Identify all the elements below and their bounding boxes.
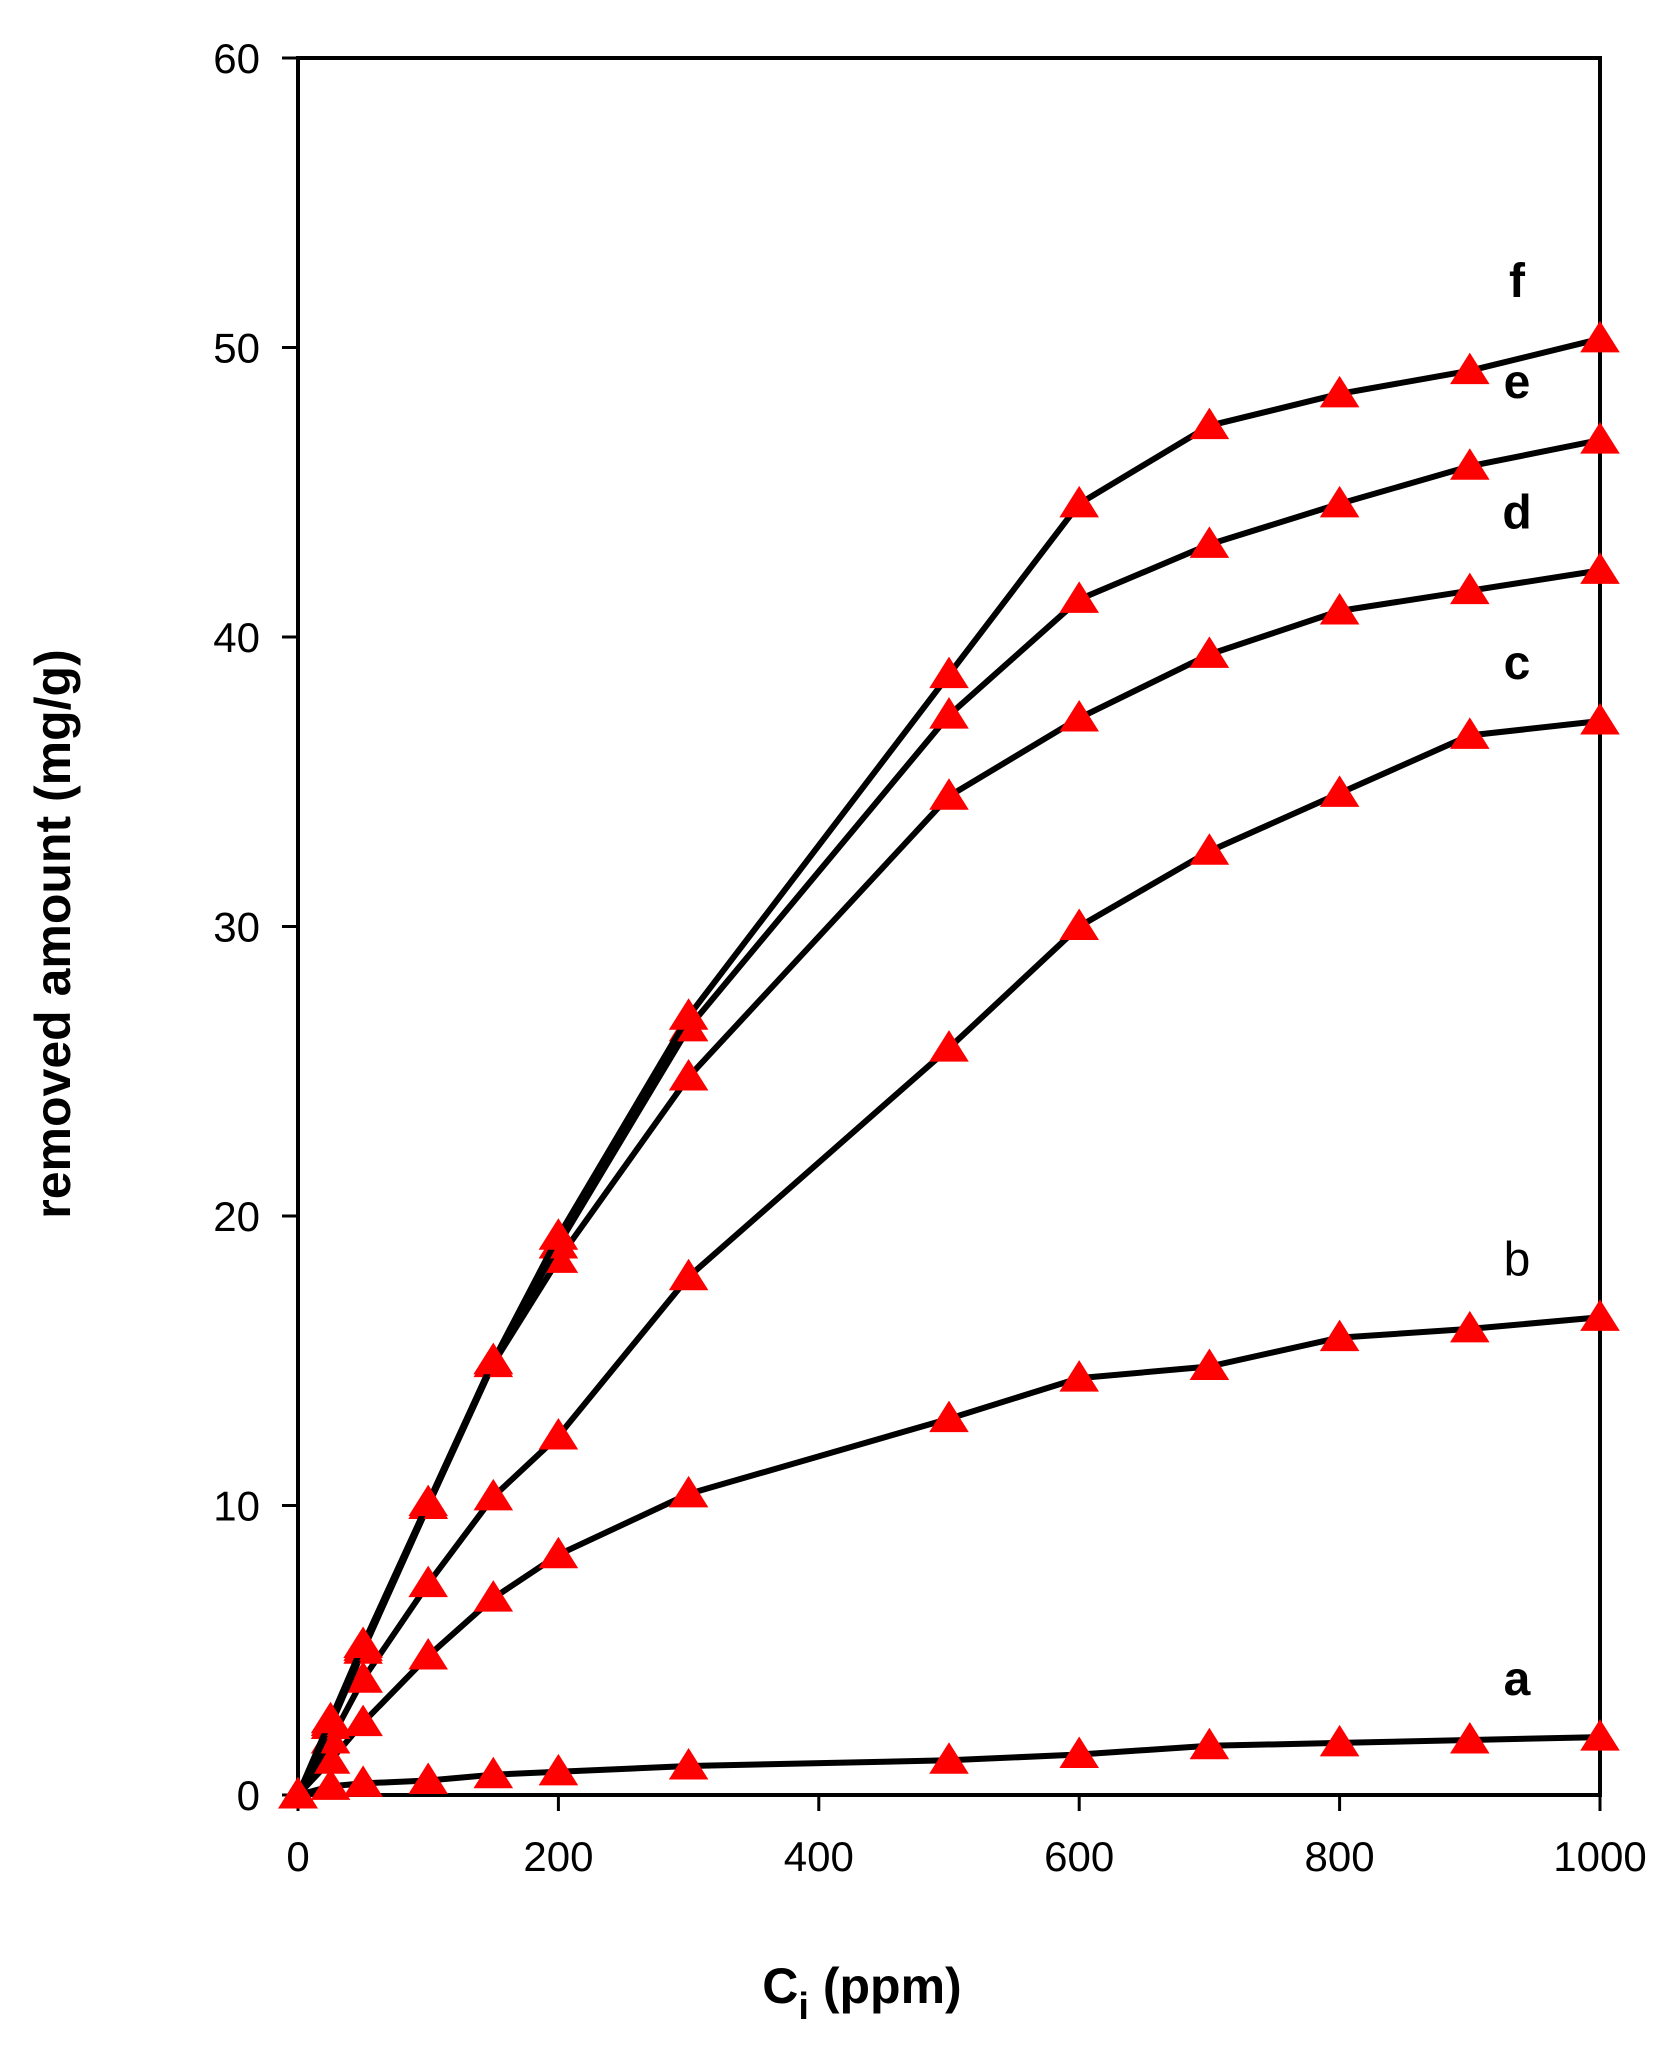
plot-frame xyxy=(296,56,1602,1797)
data-point xyxy=(1319,375,1360,408)
data-point xyxy=(473,1580,514,1612)
data-point xyxy=(1319,485,1360,518)
data-point xyxy=(1319,592,1360,625)
x-tick-label: 1000 xyxy=(1553,1833,1646,1880)
x-axis-title: Ci (ppm) xyxy=(762,1958,961,2028)
series-label-d: d xyxy=(1502,486,1531,539)
series-label-b: b xyxy=(1504,1233,1531,1286)
x-tick-label: 800 xyxy=(1305,1833,1375,1880)
y-tick-label: 10 xyxy=(213,1483,260,1530)
data-point xyxy=(1189,526,1230,558)
data-point xyxy=(1189,1727,1230,1760)
data-point xyxy=(408,1565,448,1598)
axes: 0 200 400 600 800 1000 0 10 20 30 40 50 60 xyxy=(213,35,1646,1880)
data-point xyxy=(538,1536,579,1569)
data-point xyxy=(1580,702,1620,735)
data-point xyxy=(343,1704,383,1737)
data-point xyxy=(929,1742,969,1774)
data-point xyxy=(1319,1724,1360,1757)
series-label-c: c xyxy=(1504,637,1531,690)
data-point xyxy=(310,1768,351,1800)
data-point xyxy=(1450,717,1490,749)
data-point xyxy=(1189,407,1230,440)
data-point xyxy=(538,1418,579,1450)
data-point xyxy=(1580,552,1620,584)
data-point xyxy=(1450,572,1490,605)
data-point xyxy=(1059,1360,1099,1392)
series-e xyxy=(278,422,1620,1809)
data-point xyxy=(473,1342,514,1375)
data-point xyxy=(929,656,969,689)
series-group xyxy=(278,320,1620,1809)
data-point xyxy=(668,998,709,1030)
x-axis-title-main: C xyxy=(762,1958,798,2014)
data-point xyxy=(1450,352,1490,385)
data-point xyxy=(1189,833,1230,865)
data-point xyxy=(408,1638,448,1670)
data-point xyxy=(310,1742,351,1774)
data-point xyxy=(668,1258,709,1291)
y-tick-label: 20 xyxy=(213,1193,260,1240)
data-point xyxy=(1319,1319,1360,1352)
x-tick-label: 400 xyxy=(784,1833,854,1880)
data-point xyxy=(929,778,969,810)
data-point xyxy=(1319,775,1360,807)
data-point xyxy=(929,697,969,729)
data-point xyxy=(343,1661,383,1693)
series-label-a: a xyxy=(1504,1653,1531,1706)
y-tick-label: 50 xyxy=(213,325,260,372)
data-point xyxy=(668,1475,709,1508)
data-point xyxy=(473,1478,514,1511)
series-a xyxy=(278,1719,1620,1809)
series-labels: a b c d ef xyxy=(1502,255,1531,1706)
series-label-e: e xyxy=(1504,356,1531,409)
series-f xyxy=(278,320,1620,1809)
data-point xyxy=(1580,422,1620,454)
x-tick-label: 200 xyxy=(523,1833,593,1880)
data-point xyxy=(1059,1736,1099,1768)
y-tick-label: 30 xyxy=(213,904,260,951)
data-point xyxy=(538,1753,579,1786)
series-c xyxy=(278,702,1620,1809)
y-tick-label: 0 xyxy=(237,1772,260,1819)
data-point xyxy=(929,1030,969,1062)
series-line-c xyxy=(295,718,1601,1797)
y-axis-title: removed amount (mg/g) xyxy=(25,649,81,1218)
x-axis-title-unit: (ppm) xyxy=(809,1958,962,2014)
data-point xyxy=(1450,1721,1490,1754)
data-point xyxy=(1059,581,1099,613)
data-point xyxy=(1059,908,1099,940)
data-point xyxy=(1059,700,1099,732)
data-point xyxy=(1450,448,1490,480)
data-point xyxy=(278,1777,318,1809)
x-tick-label: 600 xyxy=(1044,1833,1114,1880)
data-point xyxy=(538,1218,579,1250)
data-point xyxy=(1189,1348,1230,1381)
y-tick-label: 60 xyxy=(213,35,260,82)
data-point xyxy=(1189,636,1230,668)
x-tick-label: 0 xyxy=(286,1833,309,1880)
data-point xyxy=(1059,485,1099,518)
x-axis-title-subscript: i xyxy=(798,1986,809,2028)
data-point xyxy=(310,1701,351,1734)
data-point xyxy=(668,1748,709,1780)
series-line-f xyxy=(295,335,1601,1797)
series-line-b xyxy=(295,1314,1601,1798)
data-point xyxy=(408,1762,448,1795)
data-point xyxy=(929,1400,969,1433)
data-point xyxy=(1580,1719,1620,1751)
data-point xyxy=(343,1626,383,1658)
data-point xyxy=(473,1756,514,1789)
series-d xyxy=(278,552,1620,1809)
data-point xyxy=(1450,1310,1490,1343)
data-point xyxy=(408,1484,448,1517)
data-point xyxy=(668,1059,709,1091)
data-point xyxy=(1580,1299,1620,1331)
data-point xyxy=(1580,320,1620,353)
y-tick-label: 40 xyxy=(213,614,260,661)
series-label-f: f xyxy=(1509,255,1526,308)
data-point xyxy=(343,1765,383,1797)
